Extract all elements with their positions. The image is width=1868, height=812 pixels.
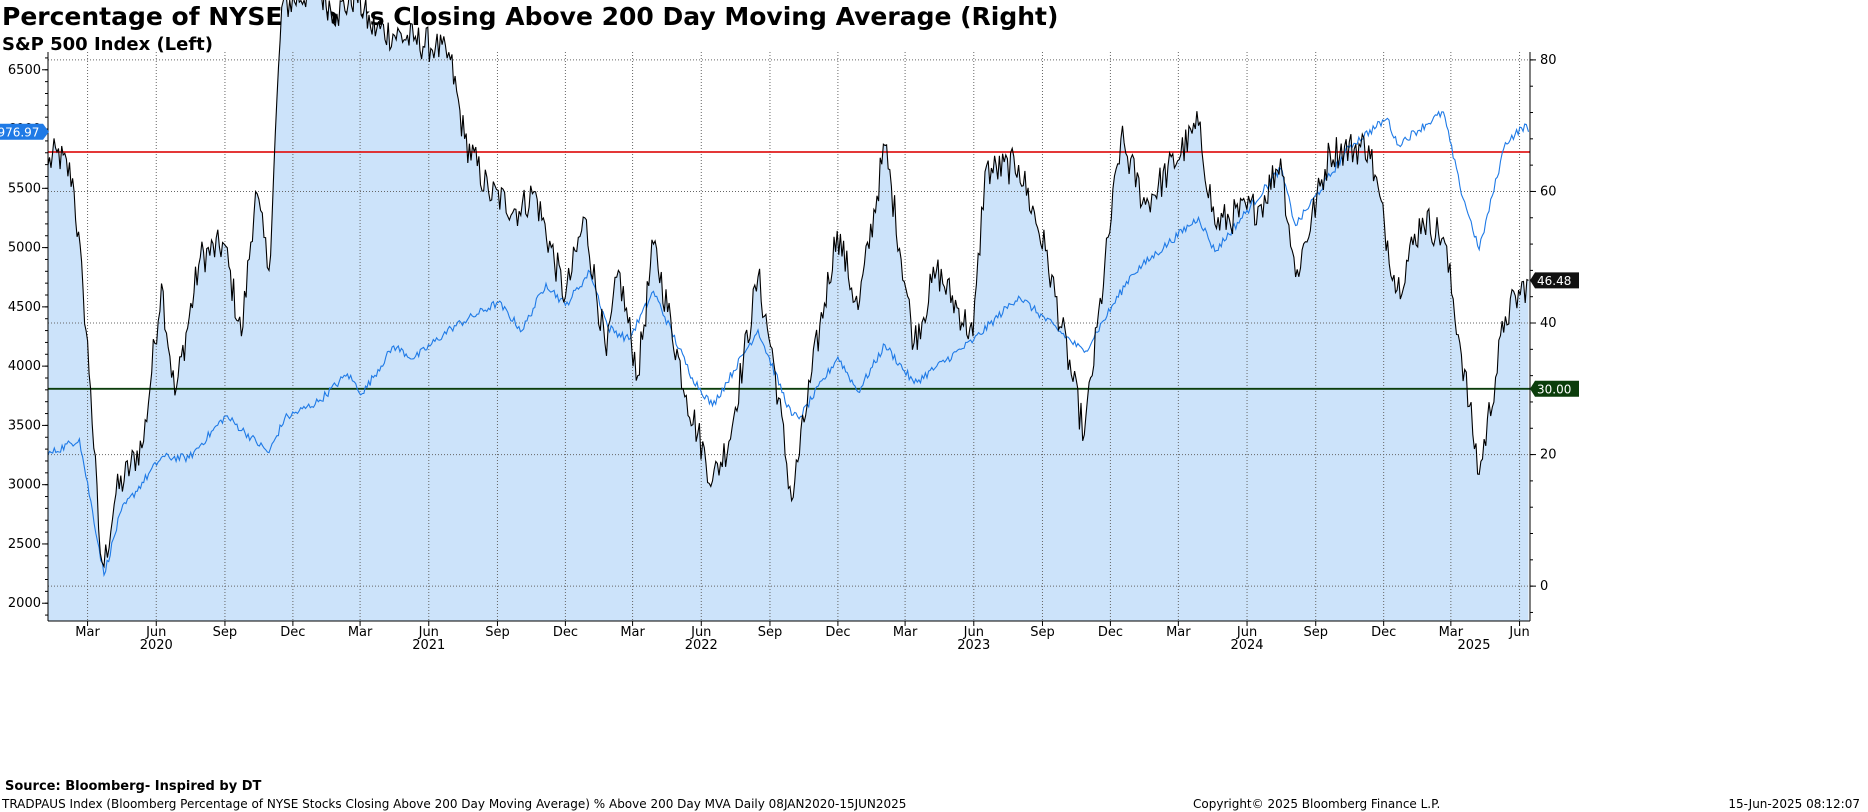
x-tick-label: Sep: [1303, 625, 1328, 640]
source-note: Source: Bloomberg- Inspired by DT: [5, 779, 262, 794]
left-tick-label: 2000: [8, 596, 41, 611]
x-tick-label: Dec: [280, 625, 305, 640]
x-tick-label: Mar: [1439, 625, 1464, 640]
x-tick-label: Jun: [418, 625, 439, 640]
x-year-label: 2025: [1457, 638, 1490, 653]
x-tick-label: Dec: [1098, 625, 1123, 640]
x-tick-label: Sep: [485, 625, 510, 640]
left-tick-label: 2500: [8, 537, 41, 552]
left-tick-label: 3500: [8, 418, 41, 433]
left-tick-label: 5000: [8, 241, 41, 256]
x-year-label: 2023: [957, 638, 990, 653]
x-year-label: 2021: [412, 638, 445, 653]
x-tick-label: Jun: [690, 625, 711, 640]
pct-above-200dma-area: [48, 0, 1529, 621]
footer-description: TRADPAUS Index (Bloomberg Percentage of …: [2, 797, 907, 811]
x-tick-label: Mar: [348, 625, 373, 640]
chart-subtitle: S&P 500 Index (Left): [2, 34, 214, 55]
right-tick-label: 0: [1540, 579, 1548, 594]
x-tick-label: Dec: [1371, 625, 1396, 640]
left-tick-label: 6500: [8, 63, 41, 78]
reference-30-badge-bg: [1530, 380, 1579, 397]
right-tick-label: 80: [1540, 53, 1557, 68]
x-year-label: 2020: [140, 638, 173, 653]
right-tick-label: 40: [1540, 316, 1557, 331]
x-tick-label: Mar: [893, 625, 918, 640]
x-tick-label: Mar: [1166, 625, 1191, 640]
reference-30-badge: 30.00: [1530, 380, 1579, 397]
x-tick-label: Jun: [1508, 625, 1529, 640]
x-tick-label: Jun: [1236, 625, 1257, 640]
x-tick-label: Jun: [145, 625, 166, 640]
reference-30-badge-text: 30.00: [1537, 382, 1571, 396]
left-tick-label: 4000: [8, 359, 41, 374]
footer-timestamp: 15-Jun-2025 08:12:07: [1728, 797, 1860, 811]
right-tick-label: 60: [1540, 184, 1557, 199]
sp500-last-value-badge-bg: [0, 123, 49, 140]
x-tick-label: Mar: [75, 625, 100, 640]
x-tick-label: Mar: [620, 625, 645, 640]
pct-last-value-badge-text: 46.48: [1537, 274, 1571, 288]
pct-last-value-badge: 46.48: [1530, 272, 1579, 289]
chart-title: Percentage of NYSE Stocks Closing Above …: [2, 2, 1059, 31]
x-tick-label: Sep: [1030, 625, 1055, 640]
x-tick-label: Sep: [213, 625, 238, 640]
x-tick-label: Jun: [963, 625, 984, 640]
x-year-label: 2024: [1230, 638, 1263, 653]
left-tick-label: 3000: [8, 478, 41, 493]
gridlines: [48, 52, 1530, 621]
footer-copyright: Copyright© 2025 Bloomberg Finance L.P.: [1193, 797, 1441, 811]
left-tick-label: 5500: [8, 181, 41, 196]
left-tick-label: 4500: [8, 300, 41, 315]
x-tick-label: Sep: [758, 625, 783, 640]
x-year-label: 2022: [685, 638, 718, 653]
pct-above-200dma-line: [47, 0, 1529, 569]
x-tick-label: Dec: [825, 625, 850, 640]
x-tick-label: Dec: [553, 625, 578, 640]
pct-last-value-badge-bg: [1530, 272, 1579, 289]
right-tick-label: 20: [1540, 448, 1557, 463]
